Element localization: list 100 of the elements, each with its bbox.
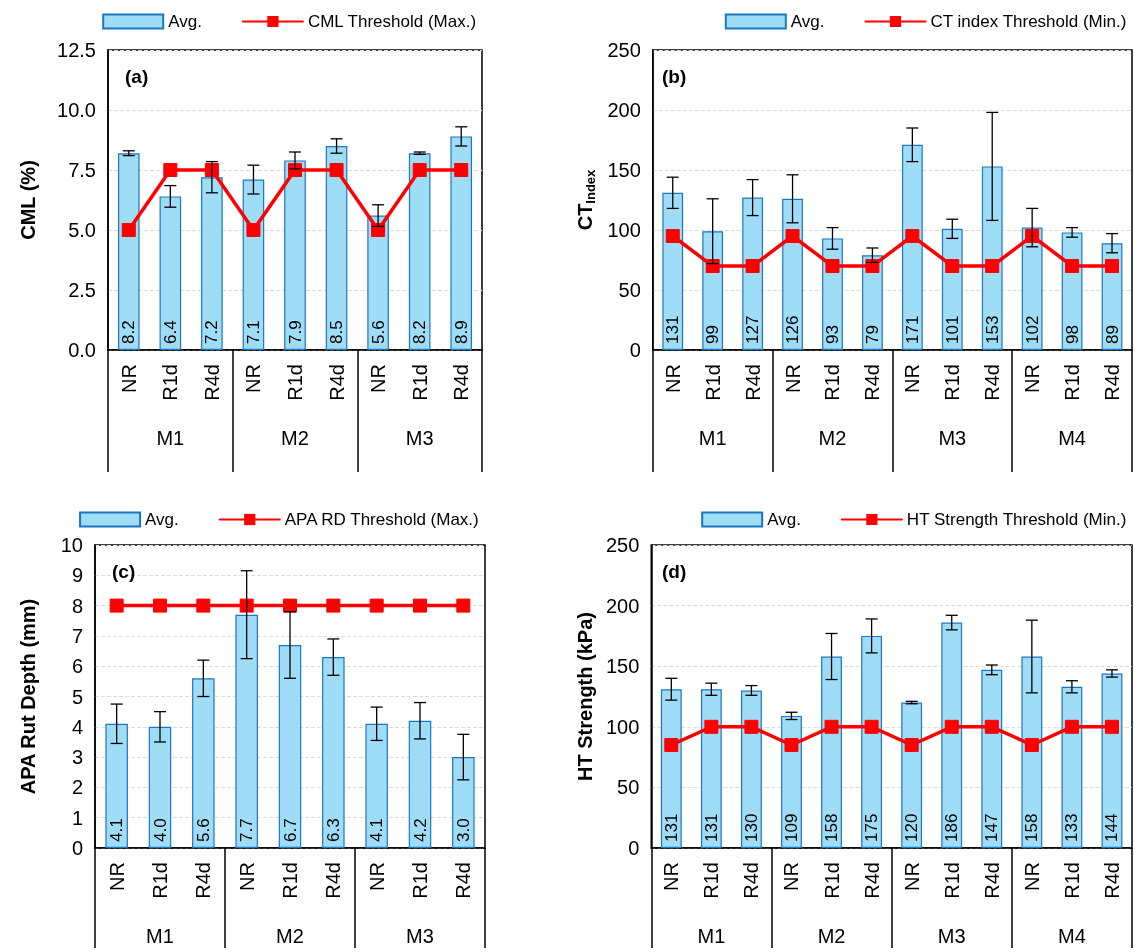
data-label: 8.9 <box>451 320 471 344</box>
data-label: 5.6 <box>193 818 213 842</box>
y-tick-label: 6 <box>71 655 83 678</box>
x-tick-label: R1d <box>409 862 431 899</box>
legend-label: APA RD Threshold (Max.) <box>284 510 479 529</box>
bar <box>660 689 682 848</box>
data-label: 158 <box>822 813 842 842</box>
data-label: 5.6 <box>368 320 388 344</box>
bar <box>325 146 348 350</box>
text: M2 <box>276 925 304 947</box>
x-tick-label: R4d <box>980 862 1003 899</box>
text: M1 <box>698 427 727 449</box>
x-tick-label: NR <box>900 862 923 891</box>
data-label: 6.7 <box>280 818 300 842</box>
x-tick-label: R4d <box>192 862 215 899</box>
data-label: 98 <box>1062 325 1082 344</box>
x-tick-label: R1d <box>159 364 182 401</box>
data-label: 7.2 <box>202 320 222 344</box>
x-tick-label: R4d <box>740 862 763 899</box>
x-tick-label: R4d <box>200 364 223 401</box>
bar <box>1021 656 1043 848</box>
y-tick-label: 0 <box>629 339 641 361</box>
y-tick-label: 10 <box>60 534 83 556</box>
x-tick-label: R1d <box>149 862 171 899</box>
x-tick-label: R1d <box>279 862 301 899</box>
data-label: 127 <box>743 315 763 344</box>
x-tick-label: R4d <box>1101 364 1124 401</box>
data-label: 4.0 <box>150 818 170 842</box>
y-tick-label: 50 <box>617 776 640 799</box>
data-label: 4.1 <box>367 818 387 842</box>
data-label: 7.7 <box>237 818 257 842</box>
x-tick-label: R1d <box>701 364 724 401</box>
y-axis-title: HT Strength (kPa) <box>574 612 596 781</box>
bar <box>821 656 842 848</box>
bar <box>452 757 475 848</box>
text: M1 <box>697 925 726 947</box>
bar <box>901 702 923 848</box>
data-label: 79 <box>862 325 882 344</box>
data-label: 102 <box>1022 315 1042 344</box>
y-tick-label: 150 <box>605 655 640 678</box>
data-label: 186 <box>942 813 962 842</box>
text: M1 <box>156 427 185 449</box>
x-tick-label: NR <box>1020 862 1043 891</box>
data-label: 175 <box>862 813 882 842</box>
text: M4 <box>1058 427 1086 449</box>
data-label: 130 <box>741 813 761 842</box>
x-tick-label: NR <box>242 364 265 393</box>
data-label: 8.5 <box>327 320 347 344</box>
y-tick-label: 8 <box>71 594 83 617</box>
data-label: 171 <box>902 315 922 344</box>
text: (b) <box>662 66 687 87</box>
y-tick-label: 150 <box>607 159 641 181</box>
y-axis-title: CML (%) <box>17 160 39 240</box>
x-tick-label: NR <box>780 862 803 891</box>
x-tick-label: R1d <box>940 862 963 899</box>
data-label: 131 <box>701 813 721 842</box>
bar <box>105 723 128 848</box>
y-axis-title: APA Rut Depth (mm) <box>17 598 39 795</box>
legend-label: Avg. <box>767 510 801 529</box>
x-tick-label: NR <box>367 364 390 393</box>
legend-label: HT Strength Threshold (Min.) <box>906 510 1127 529</box>
legend-label: CT index Threshold (Min.) <box>930 12 1127 31</box>
x-tick-label: R4d <box>452 862 475 899</box>
x-tick-label: R1d <box>1060 862 1083 899</box>
y-tick-label: 250 <box>605 534 640 556</box>
bar <box>901 144 923 350</box>
text: M2 <box>817 925 846 947</box>
y-tick-label: 200 <box>607 99 641 121</box>
x-tick-label: NR <box>781 364 804 393</box>
data-label: 6.3 <box>323 818 343 842</box>
y-tick-label: 5 <box>71 685 83 708</box>
text: (d) <box>662 561 687 582</box>
x-tick-label: NR <box>661 364 684 393</box>
data-label: 131 <box>661 813 681 842</box>
x-tick-label: R4d <box>322 862 345 899</box>
bar <box>450 136 473 350</box>
data-label: 93 <box>822 325 842 344</box>
text: M2 <box>281 427 309 449</box>
bar <box>782 198 803 350</box>
text: M3 <box>938 427 967 449</box>
data-label: 7.1 <box>243 320 263 344</box>
data-label: 153 <box>982 315 1002 344</box>
y-tick-label: 2.5 <box>68 279 96 301</box>
x-tick-label: NR <box>660 862 683 891</box>
x-tick-label: R1d <box>408 364 431 401</box>
text: M3 <box>937 925 966 947</box>
data-label: 4.1 <box>107 818 127 842</box>
x-tick-label: R4d <box>861 364 884 401</box>
data-label: 101 <box>942 315 962 344</box>
bar <box>408 720 432 848</box>
bar <box>322 657 345 848</box>
text: M2 <box>818 427 847 449</box>
bar <box>741 690 762 848</box>
x-tick-label: R4d <box>1100 862 1123 899</box>
y-tick-label: 250 <box>607 39 641 61</box>
bar <box>284 160 306 350</box>
bar <box>408 153 431 350</box>
bar <box>159 196 182 350</box>
text: M1 <box>146 925 174 947</box>
y-tick-label: 1 <box>71 806 83 829</box>
